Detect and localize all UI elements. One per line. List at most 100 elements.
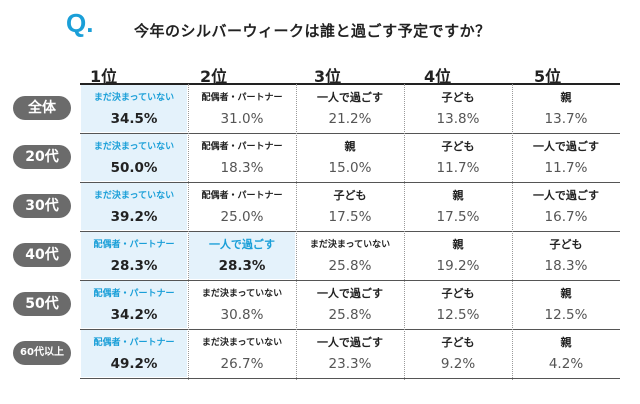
cell-answer: まだ決まっていない — [93, 93, 175, 103]
cell-percentage: 34.2% — [110, 307, 158, 323]
cell-percentage: 25.8% — [328, 307, 372, 323]
cell-percentage: 11.7% — [436, 160, 480, 176]
table-cell: 配偶者・パートナー 18.3% — [189, 138, 295, 184]
cell-percentage: 4.2% — [548, 356, 584, 372]
row-label-1: 20代 — [13, 145, 71, 169]
top-value-highlight — [81, 134, 187, 181]
row-label-5: 60代以上 — [13, 341, 71, 365]
rank-header-2: 2位 — [200, 67, 228, 86]
table-cell: 一人で過ごす 25.8% — [297, 285, 403, 331]
cell-answer: まだ決まっていない — [201, 338, 283, 348]
cell-percentage: 15.0% — [328, 160, 372, 176]
cell-percentage: 17.5% — [436, 209, 480, 225]
table-cell: まだ決まっていない 39.2% — [81, 187, 187, 233]
row-divider — [80, 83, 620, 85]
cell-answer: 子ども — [333, 189, 367, 202]
top-value-highlight — [189, 232, 295, 279]
column-divider — [296, 84, 297, 380]
table-cell: 子ども 11.7% — [405, 138, 511, 184]
cell-percentage: 50.0% — [110, 160, 158, 176]
table-cell: まだ決まっていない 25.8% — [297, 236, 403, 282]
row-label-0: 全体 — [13, 96, 71, 120]
row-divider — [80, 133, 620, 134]
cell-percentage: 16.7% — [544, 209, 588, 225]
cell-answer: まだ決まっていない — [93, 191, 175, 201]
row-divider — [80, 182, 620, 183]
row-divider — [80, 378, 620, 379]
table-cell: 配偶者・パートナー 49.2% — [81, 334, 187, 380]
cell-percentage: 34.5% — [110, 111, 158, 127]
cell-answer: 一人で過ごす — [316, 287, 384, 300]
cell-answer: 一人で過ごす — [316, 336, 384, 349]
row-label-4: 50代 — [13, 292, 71, 316]
cell-percentage: 21.2% — [328, 111, 372, 127]
table-cell: 配偶者・パートナー 25.0% — [189, 187, 295, 233]
table-cell: 親 12.5% — [513, 285, 619, 331]
rank-header-1: 1位 — [90, 67, 118, 86]
cell-percentage: 17.5% — [328, 209, 372, 225]
cell-percentage: 9.2% — [440, 356, 476, 372]
table-cell: 配偶者・パートナー 28.3% — [81, 236, 187, 282]
column-divider — [404, 84, 405, 380]
cell-answer: 親 — [452, 238, 464, 251]
top-value-highlight — [81, 281, 187, 328]
cell-answer: 一人で過ごす — [208, 238, 276, 251]
cell-percentage: 30.8% — [220, 307, 264, 323]
table-cell: 配偶者・パートナー 34.2% — [81, 285, 187, 331]
cell-answer: 親 — [344, 140, 356, 153]
cell-percentage: 26.7% — [220, 356, 264, 372]
cell-percentage: 13.7% — [544, 111, 588, 127]
rank-header-4: 4位 — [424, 67, 452, 86]
top-value-highlight — [81, 330, 187, 377]
table-cell: 親 13.7% — [513, 89, 619, 135]
cell-answer: 配偶者・パートナー — [201, 142, 283, 152]
question-mark-label: Q. — [66, 8, 94, 38]
table-cell: 子ども 17.5% — [297, 187, 403, 233]
cell-answer: 親 — [560, 336, 572, 349]
cell-answer: 子ども — [549, 238, 583, 251]
cell-answer: 配偶者・パートナー — [201, 93, 283, 103]
table-cell: 一人で過ごす 21.2% — [297, 89, 403, 135]
row-label-3: 40代 — [13, 243, 71, 267]
cell-percentage: 25.8% — [328, 258, 372, 274]
cell-answer: 一人で過ごす — [316, 91, 384, 104]
row-divider — [80, 231, 620, 232]
cell-answer: 子ども — [441, 140, 475, 153]
table-cell: 一人で過ごす 11.7% — [513, 138, 619, 184]
cell-percentage: 23.3% — [328, 356, 372, 372]
cell-percentage: 31.0% — [220, 111, 264, 127]
rank-header-3: 3位 — [314, 67, 342, 86]
cell-answer: 子ども — [441, 91, 475, 104]
cell-percentage: 11.7% — [544, 160, 588, 176]
row-label-2: 30代 — [13, 194, 71, 218]
chart-title: 今年のシルバーウィークは誰と過ごす予定ですか？ — [134, 22, 491, 40]
row-divider — [80, 329, 620, 330]
table-cell: 親 4.2% — [513, 334, 619, 380]
cell-percentage: 12.5% — [544, 307, 588, 323]
cell-percentage: 49.2% — [110, 356, 158, 372]
table-cell: まだ決まっていない 34.5% — [81, 89, 187, 135]
column-divider — [512, 84, 513, 380]
cell-percentage: 25.0% — [220, 209, 264, 225]
cell-percentage: 39.2% — [110, 209, 158, 225]
cell-answer: 親 — [452, 189, 464, 202]
table-cell: まだ決まっていない 26.7% — [189, 334, 295, 380]
cell-answer: 子ども — [441, 336, 475, 349]
cell-percentage: 19.2% — [436, 258, 480, 274]
top-value-highlight — [81, 85, 187, 132]
column-divider — [188, 84, 189, 380]
top-value-highlight — [81, 232, 187, 279]
cell-percentage: 18.3% — [544, 258, 588, 274]
cell-percentage: 13.8% — [436, 111, 480, 127]
table-cell: 親 19.2% — [405, 236, 511, 282]
cell-answer: まだ決まっていない — [93, 142, 175, 152]
cell-answer: 配偶者・パートナー — [201, 191, 283, 201]
table-cell: 子ども 12.5% — [405, 285, 511, 331]
table-cell: 配偶者・パートナー 31.0% — [189, 89, 295, 135]
table-cell: 子ども 18.3% — [513, 236, 619, 282]
top-value-highlight — [81, 183, 187, 230]
table-cell: 一人で過ごす 23.3% — [297, 334, 403, 380]
cell-answer: 親 — [560, 91, 572, 104]
table-cell: 親 17.5% — [405, 187, 511, 233]
cell-answer: 子ども — [441, 287, 475, 300]
